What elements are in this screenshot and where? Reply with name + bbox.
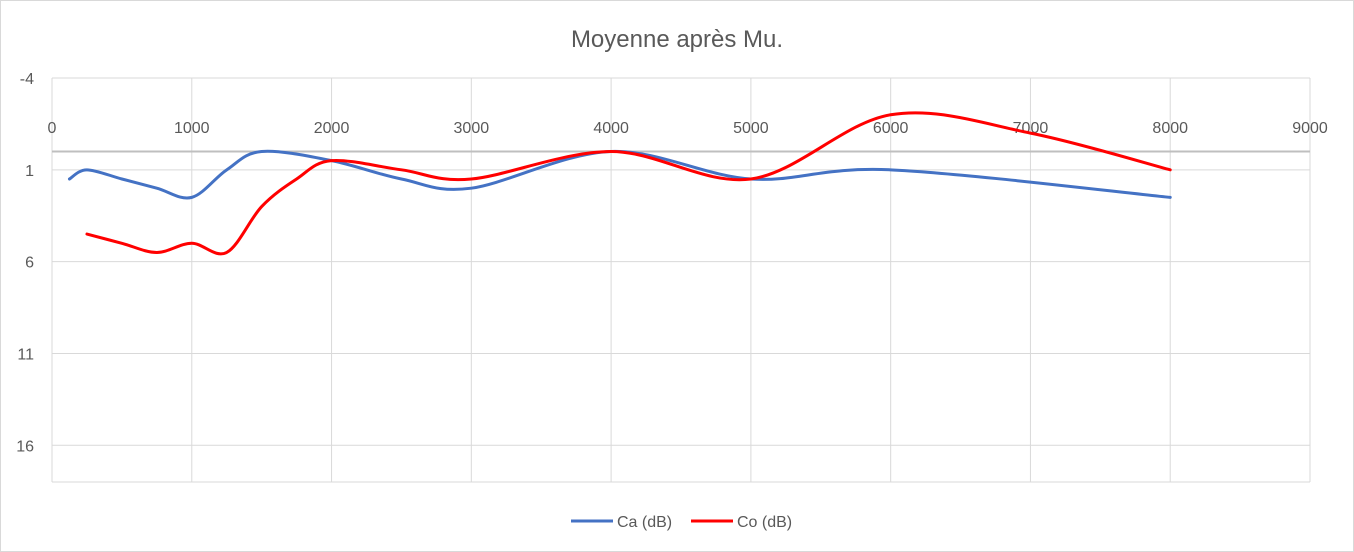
y-tick-label: 16	[16, 438, 34, 455]
x-tick-label: 1000	[174, 120, 210, 137]
x-axis: 0 1000 2000 3000 4000 5000 6000 7000 8000 9000	[48, 120, 1328, 153]
legend-label-2: Co (dB)	[737, 514, 792, 531]
series-lines	[67, 111, 1172, 256]
x-tick-label: 3000	[454, 120, 490, 137]
chart-title: Moyenne après Mu.	[571, 26, 783, 53]
series-line-1	[67, 149, 1172, 200]
legend: Ca (dB) Co (dB)	[571, 514, 792, 531]
y-tick-label: 1	[25, 163, 34, 180]
x-tick-label: 5000	[733, 120, 769, 137]
x-tick-label: 9000	[1292, 120, 1328, 137]
x-tick-label: 6000	[873, 120, 909, 137]
y-tick-label: 6	[25, 255, 34, 272]
x-tick-label: 8000	[1152, 120, 1188, 137]
y-tick-label: -4	[20, 71, 34, 88]
legend-label-1: Ca (dB)	[617, 514, 672, 531]
x-tick-label: 4000	[593, 120, 629, 137]
series-line-2	[85, 111, 1172, 256]
x-tick-label: 2000	[314, 120, 350, 137]
gridlines	[51, 77, 1311, 483]
y-tick-label: 11	[17, 346, 34, 363]
x-tick-label: 0	[48, 120, 57, 137]
